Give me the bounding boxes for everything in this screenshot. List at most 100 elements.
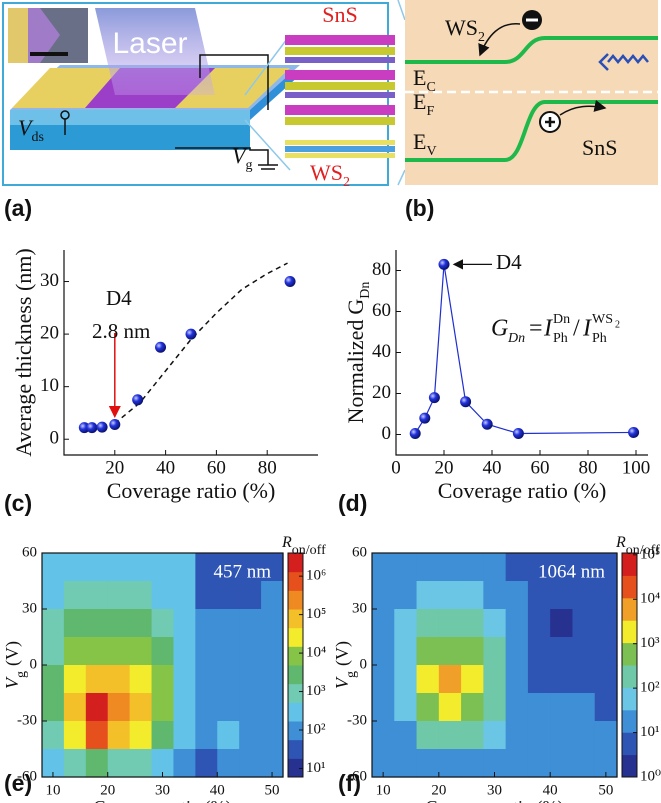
heat-cell [239,553,262,582]
colorbar-label: Ron/off [615,534,660,558]
ec-sub: C [426,80,435,95]
y-tick-label: 30 [352,600,367,616]
colorbar-swatch [622,687,637,711]
colorbar-swatch [622,732,637,756]
heat-cell [527,721,551,750]
heat-cell [261,749,284,778]
y-axis-label: Vg (V) [332,641,359,689]
panel-label: (f) [338,770,361,796]
map-title: 457 nm [213,561,271,582]
heat-cell [550,581,574,610]
colorbar-label-part: on/off [626,543,660,558]
ws-text: WS [310,160,343,185]
heat-cell [195,609,218,638]
heat-cell [438,581,462,610]
heat-cell [461,665,484,694]
y-axis-label-part: V [2,676,22,689]
colorbar-swatch [622,665,637,688]
heat-cell [372,693,395,722]
heat-cell [438,693,462,722]
heat-cell [239,665,262,694]
heat-cell [217,749,240,778]
heat-cell [173,553,196,582]
colorbar-label-part: R [281,534,292,551]
heat-cell [129,609,153,638]
vds-sub: ds [31,130,43,145]
heat-cell [594,637,618,666]
data-point [428,392,440,404]
heat-cell [63,581,87,610]
heat-cell [217,637,240,666]
x-tick-label: 40 [483,457,502,478]
colorbar-tick-label: 10¹ [306,760,326,776]
colorbar-swatch [288,702,303,722]
heat-cell [438,665,462,694]
x-axis-label: Coverage ratio (%) [426,797,564,803]
colorbar-swatch [622,754,637,778]
panel-label: (d) [338,490,367,516]
heat-cell [550,749,574,778]
ev-sub: V [426,144,436,159]
vg-symbol: V [232,143,248,168]
heat-cell [438,637,462,666]
sns-text: SnS [322,2,357,27]
x-tick-label: 20 [105,457,124,478]
heat-cell [217,665,240,694]
y-axis-label-part: V [332,676,352,689]
heat-cell [572,553,596,582]
x-tick-label: 50 [598,782,613,798]
heat-cell [85,637,109,666]
heat-cell [594,665,618,694]
x-tick-label: 10 [376,782,391,798]
heat-cell [42,721,65,750]
colorbar-tick-label: 10⁰ [640,768,661,784]
colorbar-swatch [622,709,637,733]
heat-cell [239,749,262,778]
heat-cell [42,609,65,638]
heat-cell [594,553,618,582]
y-axis-label: Vg (V) [2,641,29,689]
sns-band-label: SnS [582,135,617,160]
heat-cell [572,721,596,750]
colorbar-swatch [288,739,303,759]
x-tick-label: 40 [543,782,558,798]
formula-part: I [582,316,592,342]
heat-cell [107,665,131,694]
heat-cell [572,693,596,722]
heat-cell [505,693,529,722]
x-tick-label: 40 [210,782,225,798]
formula-part: G [491,316,508,342]
heat-cell [550,609,574,638]
heat-cell [42,749,65,778]
band-diagram: WS2 EC EF EV SnS [405,0,658,185]
heat-cell [394,609,418,638]
heat-cell [505,609,529,638]
heat-cell [438,553,462,582]
y-axis-label-part: (V) [332,641,353,666]
heat-cell [85,721,109,750]
data-point [96,421,108,433]
heat-cell [461,749,484,778]
panel-label: (c) [4,490,32,516]
y-tick-label: 30 [40,270,59,291]
structure: SnS WS2 [244,0,406,190]
heat-cell [461,553,484,582]
schematic-a: Laser Vds Vg [2,2,389,186]
colorbar-swatch [622,597,637,621]
heat-cell [63,637,87,666]
heat-cell [483,665,507,694]
heat-cell [416,553,440,582]
heat-cell [572,665,596,694]
colorbar-tick-label: 10² [306,721,326,737]
y-axis-label-part: g [14,671,29,678]
heat-cell [151,665,175,694]
x-tick-label: 30 [155,782,170,798]
ws2-sub: 2 [478,30,485,45]
data-point [185,328,197,340]
heat-cell [483,609,507,638]
laser-label: Laser [112,27,187,60]
heat-cell [42,553,65,582]
heat-cell [594,721,618,750]
ws2-text: WS [445,15,478,40]
